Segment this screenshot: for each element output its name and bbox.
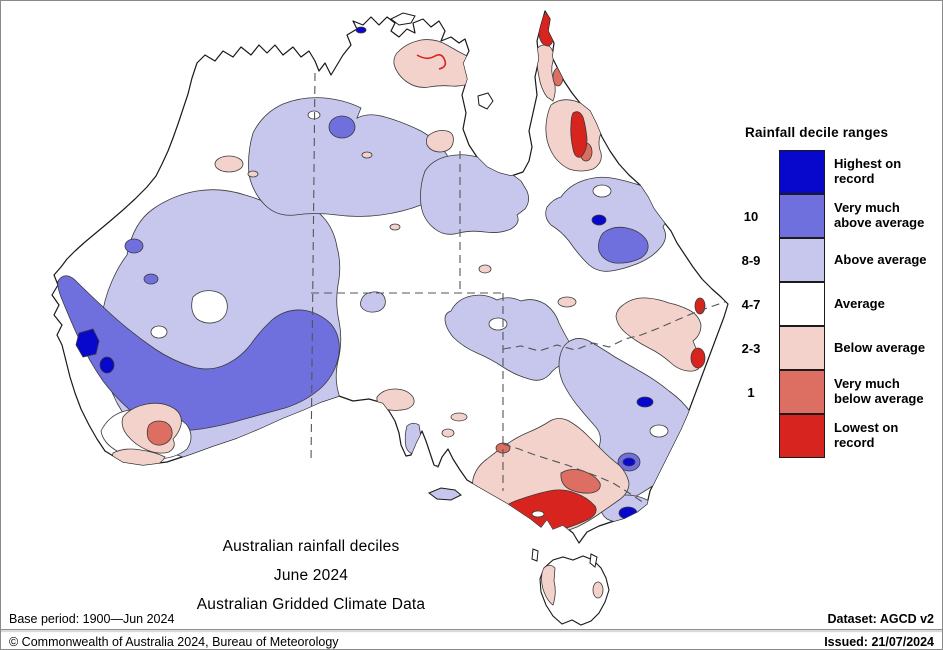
spot-gippsland-highest (618, 506, 638, 520)
legend-decile-label: 10 (743, 208, 759, 224)
region-kimberley-below-average (214, 155, 244, 173)
border-wa (310, 72, 316, 464)
spot-wa-coast2-highest (99, 356, 115, 374)
rainfall-decile-legend: Rainfall decile ranges Highest on record… (729, 125, 941, 458)
hole-qld-average (592, 184, 612, 198)
spot-nt-very-much-above (328, 115, 356, 139)
region-kimberley2-below-average (247, 170, 259, 178)
spot-nsw-highest (636, 396, 654, 408)
legend-item-label: Below average (834, 339, 926, 355)
spot-cape-band-lowest (570, 111, 588, 158)
spot-nsw2-highest (622, 457, 636, 467)
spot-cape-tip-lowest (538, 13, 556, 47)
spot-topend-highest (355, 26, 367, 34)
legend-decile-label: 8-9 (741, 252, 761, 268)
island-melville (390, 12, 416, 26)
legend-decile-label: 2-3 (741, 340, 761, 356)
region-barkly-above-average (420, 154, 529, 235)
region-central3-below-average (389, 223, 401, 231)
legend-item-label: Lowest on record (834, 420, 899, 450)
map-subtitle-date: June 2024 (273, 567, 349, 584)
issued-text: Issued: 21/07/2024 (824, 635, 934, 649)
legend-swatch-above-average (779, 237, 825, 282)
spot-cape1-very-much-below (552, 67, 564, 87)
region-nsw-band-above-average (558, 338, 694, 504)
map-title: Australian rainfall deciles (222, 538, 400, 555)
hole-wa-average (191, 290, 228, 324)
island-groote (477, 92, 494, 110)
region-sa2-below-average (450, 412, 468, 422)
island-kangaroo (428, 487, 462, 501)
state-borders (310, 72, 726, 504)
map-subtitle-dataset: Australian Gridded Climate Data (196, 596, 426, 613)
spot-sw-wa-very-much-below (146, 420, 173, 446)
region-gulf-below-average (425, 130, 454, 153)
hole-nsw-average (649, 424, 669, 438)
hole-vic-average (531, 510, 545, 518)
legend-swatch-very-much-above (779, 193, 825, 238)
spot-wa1-very-much-above (124, 238, 144, 254)
legend-item-label: Above average (834, 251, 927, 267)
base-period-text: Base period: 1900—Jun 2024 (9, 612, 175, 626)
legend-swatch-lowest-on-record (779, 413, 825, 458)
region-central1-below-average (557, 296, 577, 308)
hole-sa-average (488, 317, 508, 331)
legend-swatch-below-average (779, 325, 825, 370)
spot-qld-highest (591, 214, 607, 226)
legend-item-label: Average (834, 295, 885, 311)
tasmania-regions (541, 564, 604, 606)
hole-wa2-average (150, 325, 168, 339)
island-flinders (589, 553, 598, 568)
region-tasmania-average (539, 555, 610, 626)
legend-swatch-highest-on-record (779, 150, 825, 194)
legend-decile-label: 1 (747, 384, 755, 400)
region-tas-east-below-average (592, 581, 604, 599)
spot-wa2-very-much-above (143, 273, 159, 285)
legend-title: Rainfall decile ranges (745, 125, 889, 140)
legend-decile-label: 4-7 (741, 296, 761, 312)
region-central2-below-average (478, 264, 492, 274)
border-qld-nsw (502, 301, 726, 352)
copyright-text: © Commonwealth of Australia 2024, Bureau… (9, 635, 339, 649)
islands (390, 12, 598, 568)
baseline-row: Base period: 1900—Jun 2024 Dataset: AGCD… (1, 612, 942, 626)
decile-regions (57, 13, 706, 534)
region-sa-north-below-average (376, 388, 415, 411)
region-wa-arc-very-much-above (57, 275, 340, 431)
legend-grid: Highest on record 10 Very much above ave… (729, 150, 941, 458)
legend-item-label: Highest on record (834, 156, 902, 186)
legend-item-label: Very much below average (834, 376, 924, 406)
dataset-text: Dataset: AGCD v2 (827, 612, 934, 626)
squiggle-top-end-lowest (416, 54, 447, 70)
island-king (531, 548, 539, 562)
legend-swatch-average (779, 281, 825, 326)
region-tas-west-below-average (541, 564, 556, 606)
region-small-nt-above-average (359, 291, 386, 313)
spot-wa-coast-highest (75, 328, 100, 358)
region-yorke-pen-above-average (429, 465, 442, 481)
spot-qld-very-much-above (598, 226, 649, 264)
region-central4-below-average (361, 151, 373, 159)
legend-swatch-very-much-below (779, 369, 825, 414)
footer-row: © Commonwealth of Australia 2024, Bureau… (1, 635, 942, 649)
footer-separator (1, 629, 942, 633)
legend-item-label: Very much above average (834, 200, 925, 230)
spot-qld-coast2-lowest (690, 347, 706, 369)
map-titles: Australian rainfall deciles June 2024 Au… (111, 538, 511, 625)
spot-qld-coast1-lowest (694, 297, 706, 315)
region-flinders-below-average (441, 428, 455, 438)
